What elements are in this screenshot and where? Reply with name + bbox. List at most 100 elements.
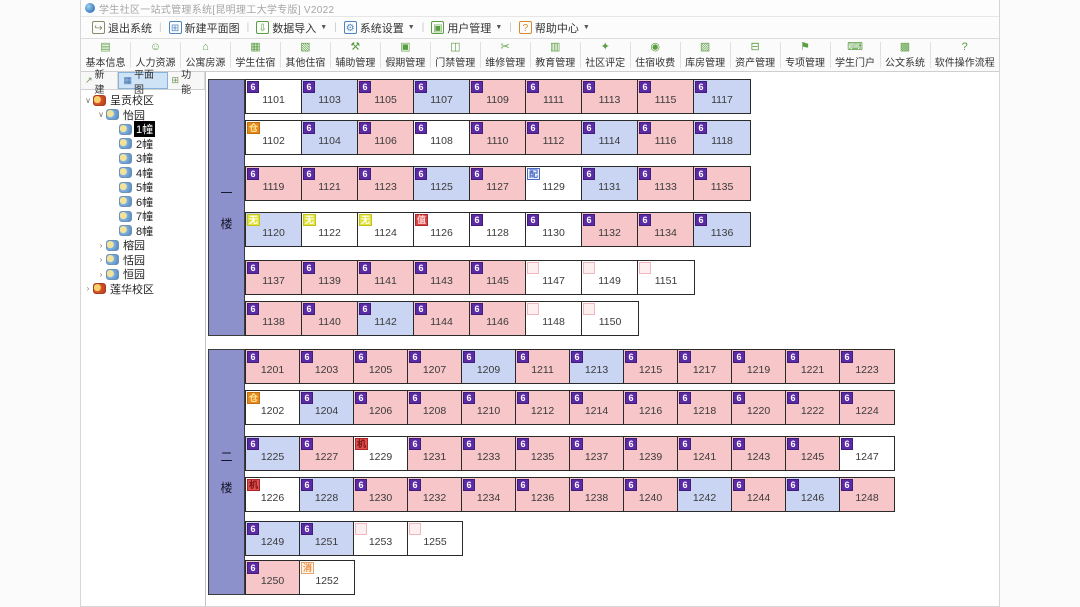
room-1231[interactable]: 6 1231 — [408, 437, 462, 470]
room-1127[interactable]: 6 1127 — [470, 167, 526, 200]
tree-node-怡园[interactable]: ∨ 怡园 — [83, 108, 205, 123]
room-1210[interactable]: 6 1210 — [462, 391, 516, 424]
toolbar-item-warehouse-mgmt[interactable]: ▨ 库房管理 — [681, 39, 730, 71]
toolbar-item-apartment-rooms[interactable]: ⌂ 公寓房源 — [181, 39, 230, 71]
room-1121[interactable]: 6 1121 — [302, 167, 358, 200]
room-1223[interactable]: 6 1223 — [840, 350, 894, 383]
room-1243[interactable]: 6 1243 — [732, 437, 786, 470]
sidebar-tab-new[interactable]: ↗ 新建 — [81, 70, 119, 96]
toolbar-item-auxiliary-mgmt[interactable]: ⚒ 辅助管理 — [331, 39, 380, 71]
room-1224[interactable]: 6 1224 — [840, 391, 894, 424]
room-1133[interactable]: 6 1133 — [638, 167, 694, 200]
room-1248[interactable]: 6 1248 — [840, 478, 894, 511]
room-1226[interactable]: 机 1226 — [246, 478, 300, 511]
room-1147[interactable]: 1147 — [526, 261, 582, 294]
tree-node-5幢[interactable]: 5幢 — [83, 180, 205, 195]
toolbar-item-asset-mgmt[interactable]: ⊟ 资产管理 — [731, 39, 780, 71]
tree-node-8幢[interactable]: 8幢 — [83, 224, 205, 239]
room-1253[interactable]: 1253 — [354, 522, 408, 555]
room-1102[interactable]: 仓 1102 — [246, 121, 302, 154]
room-1215[interactable]: 6 1215 — [624, 350, 678, 383]
room-1125[interactable]: 6 1125 — [414, 167, 470, 200]
room-1122[interactable]: 无 1122 — [302, 213, 358, 246]
room-1148[interactable]: 1148 — [526, 302, 582, 335]
room-1238[interactable]: 6 1238 — [570, 478, 624, 511]
room-1130[interactable]: 6 1130 — [526, 213, 582, 246]
room-1246[interactable]: 6 1246 — [786, 478, 840, 511]
room-1207[interactable]: 6 1207 — [408, 350, 462, 383]
room-1151[interactable]: 1151 — [638, 261, 694, 294]
room-1230[interactable]: 6 1230 — [354, 478, 408, 511]
tree-node-2幢[interactable]: 2幢 — [83, 137, 205, 152]
menu-item-new-floorplan[interactable]: ⊞ 新建平面图 — [164, 18, 245, 38]
room-1244[interactable]: 6 1244 — [732, 478, 786, 511]
room-1150[interactable]: 1150 — [582, 302, 638, 335]
chevron-closed-icon[interactable]: › — [99, 255, 103, 265]
toolbar-item-student-portal[interactable]: ⌨ 学生门户 — [831, 39, 880, 71]
room-1111[interactable]: 6 1111 — [526, 80, 582, 113]
room-1115[interactable]: 6 1115 — [638, 80, 694, 113]
room-1227[interactable]: 6 1227 — [300, 437, 354, 470]
room-1136[interactable]: 6 1136 — [694, 213, 750, 246]
room-1222[interactable]: 6 1222 — [786, 391, 840, 424]
room-1118[interactable]: 6 1118 — [694, 121, 750, 154]
tree-node-7幢[interactable]: 7幢 — [83, 209, 205, 224]
room-1107[interactable]: 6 1107 — [414, 80, 470, 113]
room-1219[interactable]: 6 1219 — [732, 350, 786, 383]
toolbar-item-education-mgmt[interactable]: ▥ 教育管理 — [531, 39, 580, 71]
chevron-open-icon[interactable]: ∨ — [98, 110, 104, 120]
chevron-open-icon[interactable]: ∨ — [85, 95, 91, 105]
room-1123[interactable]: 6 1123 — [358, 167, 414, 200]
room-1218[interactable]: 6 1218 — [678, 391, 732, 424]
toolbar-item-lodging-fees[interactable]: ◉ 住宿收费 — [631, 39, 680, 71]
room-1129[interactable]: 配 1129 — [526, 167, 582, 200]
room-1216[interactable]: 6 1216 — [624, 391, 678, 424]
tree-node-3幢[interactable]: 3幢 — [83, 151, 205, 166]
room-1124[interactable]: 无 1124 — [358, 213, 414, 246]
room-1103[interactable]: 6 1103 — [302, 80, 358, 113]
room-1212[interactable]: 6 1212 — [516, 391, 570, 424]
room-1234[interactable]: 6 1234 — [462, 478, 516, 511]
room-1239[interactable]: 6 1239 — [624, 437, 678, 470]
room-1225[interactable]: 6 1225 — [246, 437, 300, 470]
menu-item-exit-system[interactable]: ↪ 退出系统 — [87, 18, 157, 38]
tree-node-恬园[interactable]: › 恬园 — [83, 253, 205, 268]
room-1128[interactable]: 6 1128 — [470, 213, 526, 246]
room-1220[interactable]: 6 1220 — [732, 391, 786, 424]
room-1105[interactable]: 6 1105 — [358, 80, 414, 113]
room-1114[interactable]: 6 1114 — [582, 121, 638, 154]
room-1104[interactable]: 6 1104 — [302, 121, 358, 154]
room-1249[interactable]: 6 1249 — [246, 522, 300, 555]
room-1202[interactable]: 仓 1202 — [246, 391, 300, 424]
menu-item-help-center[interactable]: ? 帮助中心 ▼ — [514, 18, 595, 38]
room-1134[interactable]: 6 1134 — [638, 213, 694, 246]
menu-item-user-management[interactable]: ▣ 用户管理 ▼ — [426, 18, 507, 38]
room-1144[interactable]: 6 1144 — [414, 302, 470, 335]
room-1141[interactable]: 6 1141 — [358, 261, 414, 294]
room-1120[interactable]: 无 1120 — [246, 213, 302, 246]
room-1242[interactable]: 6 1242 — [678, 478, 732, 511]
tree-node-恒园[interactable]: › 恒园 — [83, 267, 205, 282]
room-1209[interactable]: 6 1209 — [462, 350, 516, 383]
room-1241[interactable]: 6 1241 — [678, 437, 732, 470]
room-1214[interactable]: 6 1214 — [570, 391, 624, 424]
room-1140[interactable]: 6 1140 — [302, 302, 358, 335]
room-1250[interactable]: 6 1250 — [246, 561, 300, 594]
room-1251[interactable]: 6 1251 — [300, 522, 354, 555]
room-1211[interactable]: 6 1211 — [516, 350, 570, 383]
room-1255[interactable]: 1255 — [408, 522, 462, 555]
room-1221[interactable]: 6 1221 — [786, 350, 840, 383]
room-1109[interactable]: 6 1109 — [470, 80, 526, 113]
room-1213[interactable]: 6 1213 — [570, 350, 624, 383]
room-1252[interactable]: 消 1252 — [300, 561, 354, 594]
room-1203[interactable]: 6 1203 — [300, 350, 354, 383]
room-1116[interactable]: 6 1116 — [638, 121, 694, 154]
chevron-closed-icon[interactable]: › — [99, 240, 103, 250]
room-1106[interactable]: 6 1106 — [358, 121, 414, 154]
tree-node-4幢[interactable]: 4幢 — [83, 166, 205, 181]
room-1112[interactable]: 6 1112 — [526, 121, 582, 154]
room-1233[interactable]: 6 1233 — [462, 437, 516, 470]
room-1149[interactable]: 1149 — [582, 261, 638, 294]
menu-item-system-settings[interactable]: ⚙ 系统设置 ▼ — [339, 18, 420, 38]
room-1135[interactable]: 6 1135 — [694, 167, 750, 200]
